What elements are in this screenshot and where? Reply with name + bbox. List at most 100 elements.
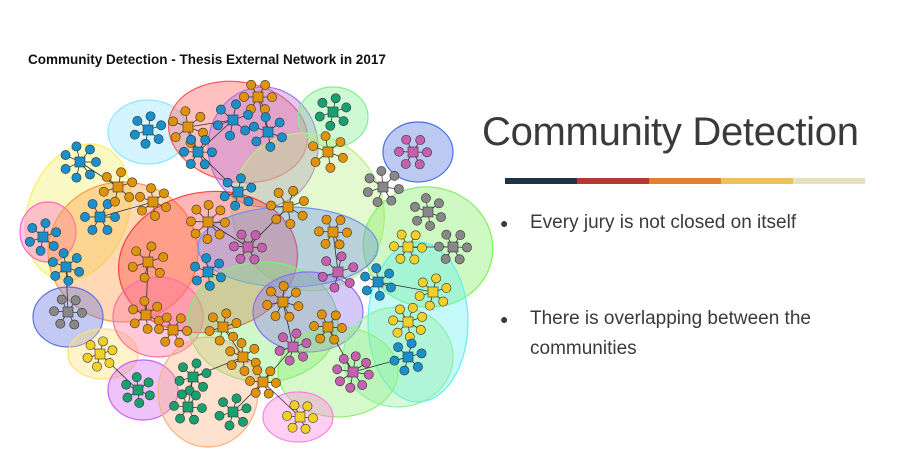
network-node: [321, 256, 332, 267]
network-node: [87, 225, 98, 235]
network-node: [301, 338, 312, 349]
network-node: [185, 159, 196, 169]
network-node: [154, 324, 164, 335]
network-node: [308, 413, 318, 423]
network-node: [168, 116, 178, 127]
network-hub-node: [217, 321, 229, 333]
network-node: [47, 257, 58, 268]
network-node: [236, 173, 246, 184]
network-edge: [65, 266, 69, 313]
network-node: [321, 214, 332, 225]
network-node: [266, 286, 276, 297]
network-node: [332, 364, 343, 375]
network-node: [98, 186, 109, 197]
network-hub-node: [94, 211, 106, 223]
network-node: [226, 360, 237, 371]
network-node: [128, 304, 139, 315]
network-node: [214, 335, 225, 346]
network-node: [82, 352, 93, 363]
network-node: [139, 272, 150, 283]
network-node: [271, 214, 282, 225]
network-node: [122, 392, 133, 403]
network-edge: [262, 381, 301, 418]
network-node: [416, 348, 427, 359]
network-node: [87, 199, 98, 209]
network-node: [334, 239, 345, 250]
network-node: [186, 134, 197, 145]
network-node: [215, 104, 226, 115]
network-node: [203, 200, 214, 210]
network-node: [178, 362, 188, 373]
network-node: [191, 204, 202, 215]
network-node: [300, 423, 311, 434]
network-edge: [99, 201, 154, 218]
network-node: [174, 337, 185, 348]
network-node: [299, 196, 309, 206]
network-node: [277, 132, 287, 143]
network-edge: [332, 231, 339, 273]
network-node: [325, 162, 336, 173]
network-node: [270, 311, 281, 322]
network-node: [230, 200, 240, 211]
network-node: [132, 116, 143, 126]
network-node: [246, 79, 257, 90]
network-node: [85, 144, 95, 155]
network-node: [441, 229, 452, 240]
network-node: [69, 319, 80, 330]
network-node: [335, 215, 346, 226]
network-node: [389, 170, 400, 181]
network-node: [314, 226, 324, 237]
network-node: [396, 229, 407, 240]
network-hub-node: [402, 316, 414, 328]
network-hub-node: [60, 261, 72, 273]
network-node: [287, 422, 298, 433]
network-node: [243, 109, 254, 120]
network-node: [204, 326, 215, 336]
network-node: [145, 111, 156, 122]
network-node: [393, 184, 404, 194]
rule-segment: [721, 178, 793, 184]
network-node: [410, 230, 421, 241]
network-node: [131, 246, 142, 257]
network-hub-node: [202, 216, 214, 228]
network-hub-node: [74, 156, 86, 168]
network-node: [235, 253, 246, 264]
network-node: [417, 242, 427, 253]
network-node: [225, 130, 235, 141]
network-node: [121, 379, 132, 390]
network-node: [74, 266, 85, 277]
network-node: [228, 331, 239, 342]
network-node: [414, 159, 425, 170]
slide-title: Community Detection: [482, 110, 859, 154]
network-node: [191, 275, 202, 286]
network-hub-node: [242, 241, 254, 253]
network-node: [414, 291, 425, 301]
network-node: [309, 321, 319, 331]
network-node: [174, 375, 185, 386]
network-node: [364, 173, 375, 184]
network-node: [338, 354, 349, 364]
network-node: [143, 377, 154, 388]
network-hub-node: [237, 351, 249, 363]
rule-segment: [793, 178, 865, 184]
network-edge: [282, 301, 294, 348]
network-node: [335, 137, 346, 147]
network-node: [336, 251, 347, 262]
network-hub-node: [322, 146, 334, 158]
network-node: [169, 401, 179, 411]
network-node: [134, 398, 145, 408]
network-node: [236, 229, 247, 240]
network-hub-node: [294, 411, 306, 423]
network-hub-node: [147, 196, 159, 208]
network-node: [341, 102, 352, 113]
network-node: [330, 310, 341, 321]
network-node: [131, 372, 142, 382]
network-edge: [377, 281, 434, 293]
network-node: [214, 258, 225, 269]
network-node: [389, 241, 399, 252]
network-hub-node: [112, 181, 124, 193]
network-node: [409, 254, 420, 265]
network-node: [320, 131, 331, 142]
network-hub-node: [262, 126, 274, 138]
network-node: [101, 172, 112, 182]
